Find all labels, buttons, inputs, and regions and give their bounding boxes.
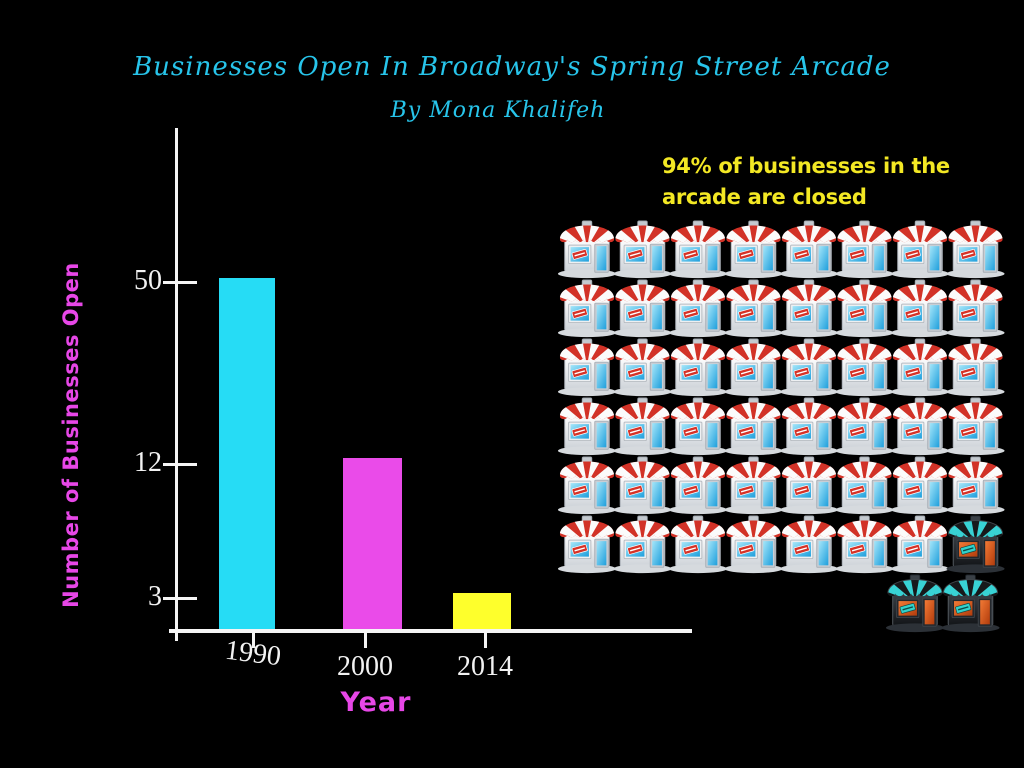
y-tick-12 bbox=[163, 463, 197, 466]
chart-title: Businesses Open In Broadway's Spring Str… bbox=[133, 52, 891, 82]
annotation-text: 94% of businesses in the arcade are clos… bbox=[662, 151, 950, 213]
y-axis-line bbox=[175, 128, 178, 641]
y-tick-label-12: 12 bbox=[134, 447, 162, 478]
annotation-line-1: 94% of businesses in the bbox=[662, 154, 950, 178]
x-tick-label-2000: 2000 bbox=[337, 651, 393, 682]
annotation-line-2: arcade are closed bbox=[662, 185, 867, 209]
shops-layer bbox=[541, 200, 1023, 632]
y-tick-50 bbox=[163, 281, 197, 284]
x-tick-1990 bbox=[252, 633, 255, 648]
bar-2000 bbox=[343, 458, 402, 629]
y-tick-label-50: 50 bbox=[134, 265, 162, 296]
x-axis-line bbox=[169, 629, 692, 633]
x-axis-title: Year bbox=[340, 687, 412, 718]
y-tick-label-3: 3 bbox=[148, 581, 162, 612]
x-tick-label-2014: 2014 bbox=[457, 651, 513, 682]
x-tick-2014 bbox=[484, 633, 487, 648]
chart-subtitle: By Mona Khalifeh bbox=[390, 98, 606, 123]
bar-1990 bbox=[219, 278, 275, 629]
bar-2014 bbox=[453, 593, 511, 629]
y-tick-3 bbox=[163, 597, 197, 600]
x-tick-2000 bbox=[364, 633, 367, 648]
